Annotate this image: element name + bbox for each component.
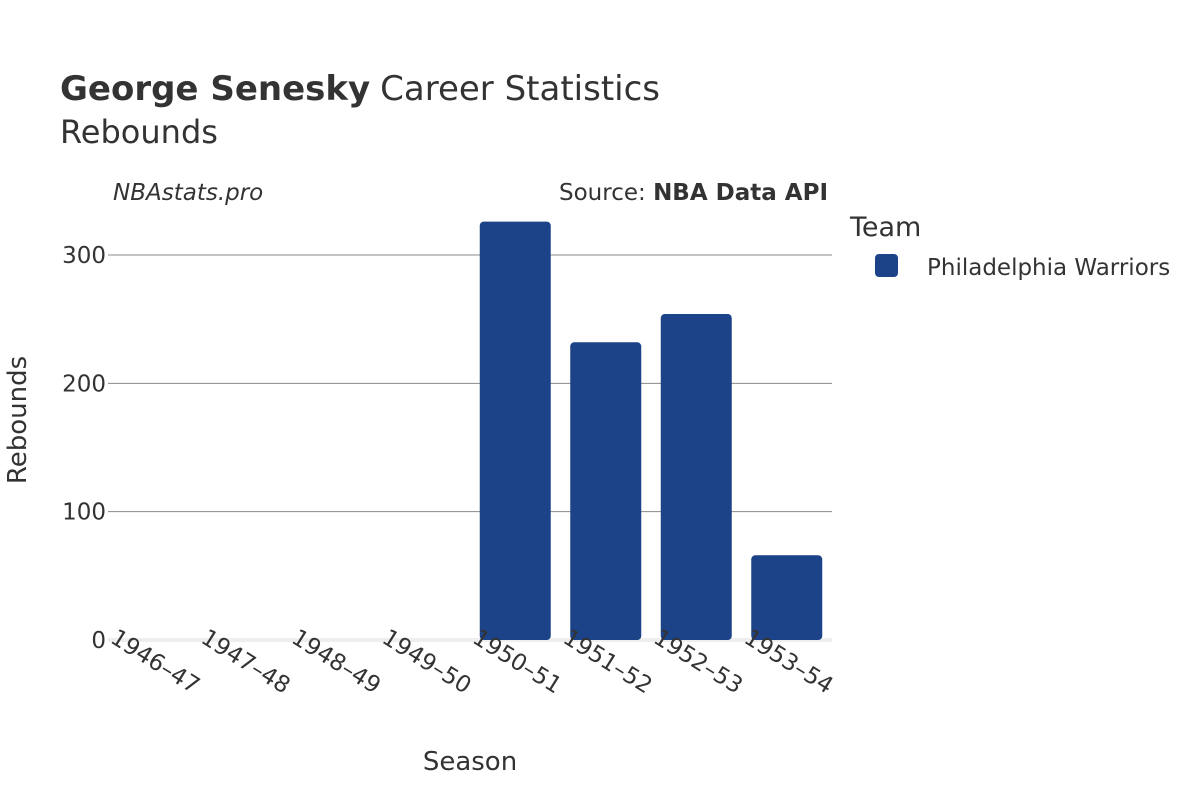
legend: Team Philadelphia Warriors [849, 212, 1170, 281]
watermark: NBAstats.pro [113, 180, 263, 206]
y-tick-label: 300 [62, 243, 106, 269]
x-axis-title: Season [423, 747, 517, 777]
title-player-name: George Senesky [60, 69, 370, 109]
title-suffix: Career Statistics [380, 69, 660, 109]
chart-title: George Senesky Career Statistics [60, 69, 660, 109]
x-tick-label: 1946–47 [106, 625, 204, 700]
chart-subtitle: Rebounds [60, 113, 218, 151]
legend-title: Team [849, 212, 921, 243]
source-prefix: Source: [559, 180, 653, 206]
legend-swatch [875, 254, 898, 277]
bars [479, 221, 823, 640]
bar [660, 314, 732, 640]
y-tick-label: 100 [62, 500, 106, 526]
y-tick-labels: 0 100 200 300 [62, 243, 106, 654]
x-tick-label: 1949–50 [377, 625, 475, 700]
x-tick-label: 1948–49 [287, 625, 385, 700]
y-tick-label: 200 [62, 371, 106, 397]
bar [479, 221, 551, 640]
source-name: NBA Data API [653, 180, 828, 206]
x-tick-label: 1947–48 [196, 625, 294, 700]
y-axis-title: Rebounds [3, 356, 33, 484]
y-tick-label: 0 [91, 628, 106, 654]
bar [570, 342, 642, 640]
legend-label: Philadelphia Warriors [927, 255, 1170, 281]
source-credit: Source: NBA Data API [559, 180, 828, 206]
bar [751, 555, 823, 640]
